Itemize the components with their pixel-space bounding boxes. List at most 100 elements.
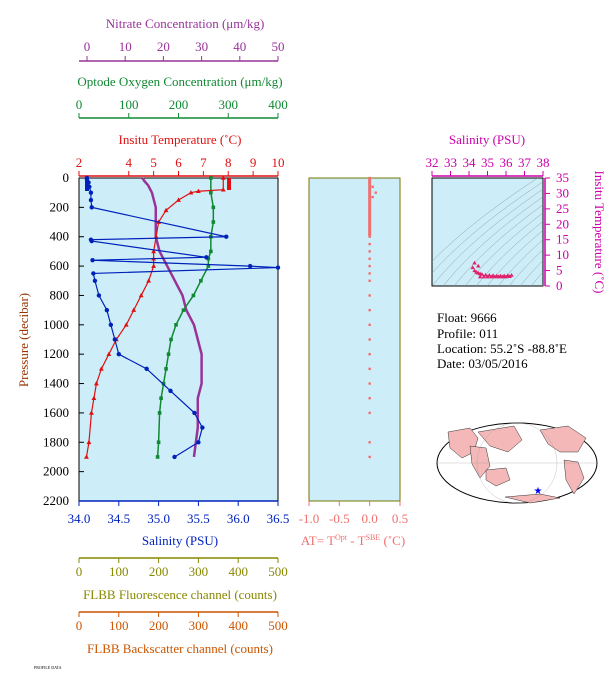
oxygen-tick-label: 0 bbox=[76, 97, 83, 112]
nitrate-tick-label: 0 bbox=[84, 39, 91, 54]
salinity-point bbox=[104, 307, 110, 313]
ts-isopycnal-line bbox=[530, 271, 543, 286]
ts-point bbox=[476, 263, 481, 268]
oxygen-point bbox=[157, 411, 162, 415]
ts-isopycnal-line bbox=[519, 260, 543, 286]
temperature-point bbox=[131, 307, 137, 312]
salinity-tick-label: 36.0 bbox=[227, 511, 250, 526]
ts-point bbox=[496, 274, 501, 279]
salinity-point bbox=[116, 351, 122, 357]
delta-t-point bbox=[374, 191, 377, 194]
ts-point bbox=[472, 260, 477, 265]
nitrate-axis: Nitrate Concentration (μm/kg) 0 10 20 30 40 5… bbox=[79, 16, 285, 62]
ts-point bbox=[470, 265, 475, 270]
ts-isopycnal-line bbox=[486, 230, 543, 286]
salinity-point bbox=[88, 197, 94, 203]
delta-t-point bbox=[368, 213, 371, 216]
oxygen-point bbox=[206, 264, 211, 268]
salinity-point bbox=[108, 322, 114, 328]
ts-isopycnal-line bbox=[508, 249, 543, 286]
temperature-tick-label: 8 bbox=[225, 155, 232, 170]
temperature-tick-label: 6 bbox=[175, 155, 182, 170]
oxygen-point bbox=[199, 278, 203, 283]
info-location: Location: 55.2˚S -88.8˚E bbox=[437, 341, 567, 356]
ts-temperature-tick-label: 0 bbox=[556, 278, 563, 293]
salinity-point bbox=[224, 234, 229, 239]
delta-t-point bbox=[368, 264, 371, 268]
fluorescence-tick-label: 400 bbox=[228, 564, 248, 579]
fluorescence-tick-labels: 0 100 200 300 400 500 bbox=[76, 558, 288, 579]
temperature-point bbox=[176, 197, 181, 202]
profile-series bbox=[84, 175, 281, 460]
salinity-tick-labels: 34.0 34.5 35.0 35.5 36.0 36.5 bbox=[68, 501, 290, 526]
pressure-tick-label: 2200 bbox=[43, 493, 69, 508]
pressure-tick-label: 0 bbox=[63, 170, 70, 185]
salinity-point bbox=[88, 190, 94, 195]
delta-t-point bbox=[368, 338, 371, 341]
delta-t-series bbox=[368, 176, 377, 459]
ts-point bbox=[503, 274, 509, 279]
ts-point bbox=[500, 274, 505, 279]
ts_salinity-tick-label: 33 bbox=[444, 155, 457, 170]
ts_salinity-tick-label: 37 bbox=[518, 155, 532, 170]
delta-t-point bbox=[368, 323, 371, 327]
main-panel-background bbox=[78, 177, 279, 502]
salinity-point bbox=[172, 454, 177, 460]
temperature-point bbox=[146, 278, 152, 283]
pressure-tick-label: 1200 bbox=[43, 346, 69, 361]
salinity-point bbox=[89, 238, 94, 244]
ts-point bbox=[489, 274, 494, 279]
delta-t-point bbox=[368, 367, 371, 371]
temperature-point bbox=[196, 188, 201, 194]
ts-isopycnals bbox=[432, 178, 543, 286]
ts-temperature-tick-label: 15 bbox=[556, 232, 569, 247]
delta-t-panel-background bbox=[308, 177, 401, 502]
ts-point bbox=[492, 274, 498, 279]
temperature-point bbox=[153, 234, 159, 239]
oxygen-point bbox=[155, 455, 160, 459]
delta-t-point bbox=[368, 257, 371, 260]
backscatter-tick-label: 200 bbox=[149, 618, 169, 633]
pressure-axis-label: Pressure (decibar) bbox=[16, 293, 31, 387]
delta-t-point bbox=[368, 279, 371, 282]
salinity-point bbox=[196, 440, 201, 445]
salinity-point bbox=[247, 263, 253, 269]
delta_t-tick-label: 0.5 bbox=[392, 511, 408, 526]
oxygen-tick-label: 200 bbox=[169, 97, 189, 112]
temperature-point bbox=[84, 454, 89, 459]
temperature-point bbox=[89, 410, 94, 415]
ts_salinity-tick-label: 36 bbox=[500, 155, 514, 170]
oxygen-tick-label: 400 bbox=[268, 97, 288, 112]
delta-t-point bbox=[368, 272, 371, 275]
oxygen-point bbox=[206, 256, 211, 261]
oxygen-tick-label: 100 bbox=[119, 97, 139, 112]
delta-t-point bbox=[368, 441, 371, 444]
delta-t-tick-labels: -1.0 -0.5 0.0 0.5 bbox=[299, 501, 408, 526]
backscatter-tick-label: 0 bbox=[76, 618, 83, 633]
delta-t-point bbox=[368, 308, 371, 312]
ts-isopycnal-line bbox=[475, 221, 543, 286]
salinity-point bbox=[89, 205, 94, 210]
ts-point bbox=[481, 274, 486, 279]
ts_salinity-tick-label: 32 bbox=[426, 155, 439, 170]
ts-isopycnal-line bbox=[432, 188, 543, 286]
salinity-tick-label: 36.5 bbox=[267, 511, 290, 526]
delta-t-point bbox=[368, 294, 371, 297]
map-continents bbox=[447, 425, 587, 504]
ts-temperature-tick-label: 20 bbox=[556, 216, 569, 231]
pressure-tick-label: 2000 bbox=[43, 464, 69, 479]
oxygen-point bbox=[161, 381, 166, 386]
fluorescence-tick-label: 300 bbox=[189, 564, 209, 579]
delta-t-panel: -1.0 -0.5 0.0 0.5 AT= TOpt - TSBE (˚C) bbox=[299, 176, 408, 548]
pressure-tick-label: 1000 bbox=[43, 317, 69, 332]
nitrate-axis-label: Nitrate Concentration (μm/kg) bbox=[106, 16, 265, 31]
oxygen-point bbox=[156, 440, 161, 445]
delta-t-point bbox=[371, 185, 374, 189]
ts_salinity-tick-label: 35 bbox=[481, 155, 494, 170]
oxygen-point bbox=[191, 293, 196, 298]
ts-isopycnal-line bbox=[432, 181, 543, 274]
ts-point bbox=[507, 274, 512, 279]
temperature-tick-label: 5 bbox=[150, 155, 157, 170]
ts-isopycnal-line bbox=[432, 178, 539, 262]
